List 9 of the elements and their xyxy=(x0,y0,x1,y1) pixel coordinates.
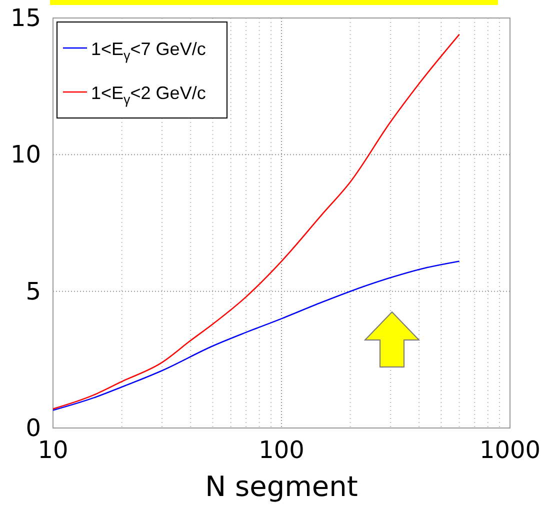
y-tick-label: 10 xyxy=(10,140,41,169)
y-tick-label: 5 xyxy=(26,277,41,306)
legend-label: 1<E$_{γ}$<2 GeV/c xyxy=(91,83,206,107)
x-tick-label: 100 xyxy=(258,436,304,464)
y-tick-label: 15 xyxy=(10,4,41,32)
x-axis-title: N segment xyxy=(205,470,358,503)
legend-label: 1<E$_{γ}$<7 GeV/c xyxy=(91,39,206,63)
x-tick-label: 1000 xyxy=(479,436,541,464)
y-tick-label: 0 xyxy=(26,414,41,442)
